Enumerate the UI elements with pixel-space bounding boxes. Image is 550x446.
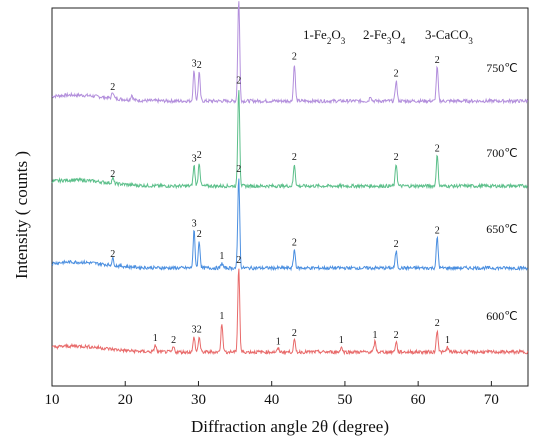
legend-sub2: 4	[401, 36, 406, 46]
peak-label: 3	[192, 219, 197, 230]
peak-label: 1	[219, 311, 224, 322]
peak-label: 2	[435, 318, 440, 329]
peak-label: 2	[292, 152, 297, 163]
peak-label: 2	[236, 255, 241, 266]
peak-label: 1	[276, 337, 281, 348]
x-axis-ticks: 10 20 30 40 50 60 70	[45, 381, 499, 408]
temperature-label: 750℃	[486, 61, 517, 75]
plot-frame	[51, 7, 529, 387]
peak-label: 1	[219, 251, 224, 262]
legend-item-3: 3-CaCO3	[425, 27, 473, 46]
series-line	[51, 268, 529, 356]
xrd-curves	[51, 1, 529, 356]
peak-label: 2	[394, 69, 399, 80]
y-axis-title: Intensity ( counts )	[12, 151, 31, 279]
peak-label: 2	[236, 75, 241, 86]
peak-label: 1	[153, 333, 158, 344]
peak-label: 2	[292, 328, 297, 339]
peak-label: 2	[435, 55, 440, 66]
peak-label: 1	[372, 330, 377, 341]
x-tick-label: 20	[118, 392, 133, 408]
legend-item-1: 1-Fe2O3	[303, 27, 346, 46]
series-line	[51, 178, 529, 272]
peak-label: 1	[445, 335, 450, 346]
peak-label: 2	[236, 164, 241, 175]
peak-label: 2	[110, 249, 115, 260]
legend-sub2: 3	[341, 36, 346, 46]
phase-legend: 1-Fe2O3 2-Fe3O4 3-CaCO3	[303, 27, 473, 46]
peak-label: 2	[197, 325, 202, 336]
series-line	[51, 1, 529, 105]
x-tick-label: 50	[337, 392, 352, 408]
x-tick-label: 70	[484, 392, 499, 408]
peak-label: 2	[197, 60, 202, 71]
plot-area	[51, 7, 529, 387]
peak-label: 2	[435, 143, 440, 154]
peak-label: 2	[171, 335, 176, 346]
peak-label: 3	[192, 58, 197, 69]
peak-label: 2	[394, 239, 399, 250]
peak-label: 2	[292, 52, 297, 63]
x-tick-label: 40	[264, 392, 279, 408]
x-tick-label: 10	[45, 392, 60, 408]
temperature-label: 600℃	[486, 309, 517, 323]
legend-mid: O	[391, 27, 400, 42]
legend-item-2: 2-Fe3O4	[363, 27, 406, 46]
x-tick-label: 30	[191, 392, 206, 408]
peak-label: 2	[394, 152, 399, 163]
x-axis-title: Diffraction angle 2θ (degree)	[191, 417, 389, 436]
peak-label: 2	[435, 225, 440, 236]
legend-label: 3-CaCO	[425, 27, 468, 42]
peak-label: 2	[394, 330, 399, 341]
peak-label: 3	[192, 325, 197, 336]
peak-label: 1	[339, 335, 344, 346]
peak-labels: 23222222322222232122221232121211221	[110, 52, 450, 348]
legend-sub: 3	[387, 36, 392, 46]
temperature-label: 700℃	[486, 146, 517, 160]
peak-label: 2	[197, 150, 202, 161]
temperature-label: 650℃	[486, 222, 517, 236]
peak-label: 2	[110, 82, 115, 93]
peak-label: 2	[292, 237, 297, 248]
peak-label: 2	[197, 229, 202, 240]
temperature-labels: 750℃ 700℃ 650℃ 600℃	[486, 61, 517, 323]
peak-label: 3	[192, 154, 197, 165]
peak-label: 2	[110, 169, 115, 180]
legend-sub: 2	[327, 36, 332, 46]
series-line	[51, 90, 529, 190]
legend-label: 2-Fe	[363, 27, 387, 42]
legend-sub: 3	[468, 36, 473, 46]
x-tick-label: 60	[411, 392, 426, 408]
legend-mid: O	[331, 27, 340, 42]
legend-label: 1-Fe	[303, 27, 327, 42]
